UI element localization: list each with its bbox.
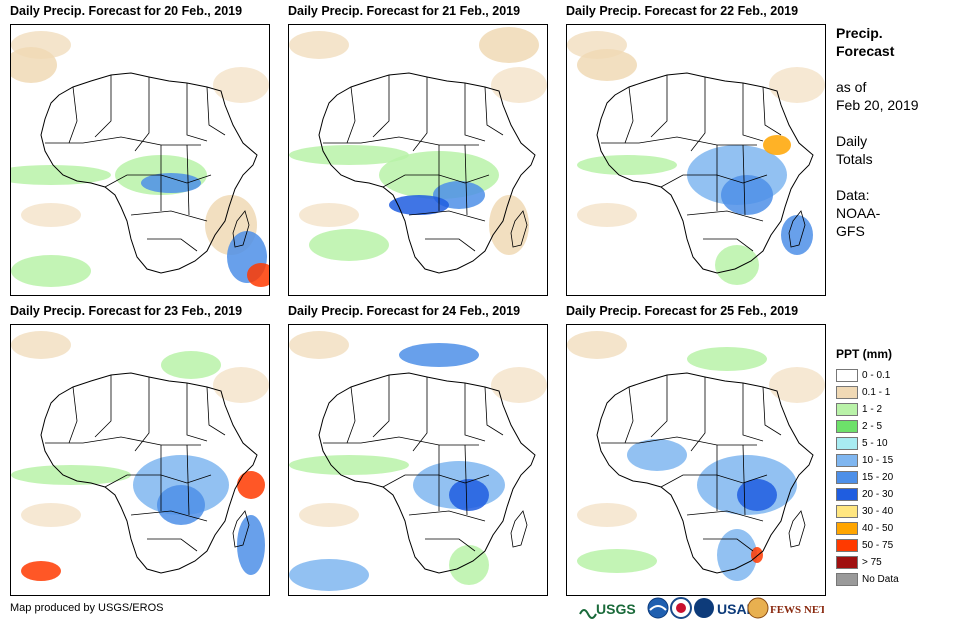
ppt-legend: PPT (mm) 0 - 0.1 0.1 - 1 1 - 2 2 - 5 5 - 10 1… [836, 347, 961, 588]
agency-logos: USGS USAID FEWS NET [579, 597, 824, 619]
legend-swatch [836, 420, 858, 433]
panel-title: Daily Precip. Forecast for 23 Feb., 2019 [10, 304, 243, 318]
panel-title: Daily Precip. Forecast for 25 Feb., 2019 [566, 304, 799, 318]
fewsnet-logo-text: FEWS NET [770, 604, 824, 616]
panel-title: Daily Precip. Forecast for 22 Feb., 2019 [566, 4, 799, 18]
map-credit: Map produced by USGS/EROS [10, 602, 164, 614]
legend-swatch [836, 369, 858, 382]
data-line3: GFS [836, 223, 865, 239]
legend-label: > 75 [862, 557, 882, 568]
legend-item: 2 - 5 [836, 418, 961, 435]
forecast-panel-feb-22: Daily Precip. Forecast for 22 Feb., 2019 [566, 4, 836, 296]
daily-line1: Daily [836, 133, 868, 149]
forecast-panel-feb-24: Daily Precip. Forecast for 24 Feb., 2019 [288, 304, 558, 596]
doc-seal-logo [670, 597, 692, 619]
legend-label: 1 - 2 [862, 404, 883, 415]
legend-item: 10 - 15 [836, 452, 961, 469]
noaa-logo [647, 597, 669, 619]
forecast-panel-feb-23: Daily Precip. Forecast for 23 Feb., 2019 [10, 304, 280, 596]
legend-swatch [836, 403, 858, 416]
legend-swatch [836, 488, 858, 501]
daily-line2: Totals [836, 151, 873, 167]
panel-title: Daily Precip. Forecast for 20 Feb., 2019 [10, 4, 243, 18]
legend-label: 15 - 20 [862, 472, 894, 483]
legend-item: 40 - 50 [836, 520, 961, 537]
side-info: Precip. Forecast as of Feb 20, 2019 Dail… [836, 24, 961, 240]
precip-map [288, 24, 548, 296]
legend-item: 20 - 30 [836, 486, 961, 503]
forecast-panel-feb-20: Daily Precip. Forecast for 20 Feb., 2019 [10, 4, 280, 296]
legend-label: 0.1 - 1 [862, 387, 891, 398]
precip-map [566, 324, 826, 596]
legend-label: 20 - 30 [862, 489, 894, 500]
legend-swatch [836, 471, 858, 484]
forecast-panel-feb-25: Daily Precip. Forecast for 25 Feb., 2019 [566, 304, 836, 596]
legend-label: 5 - 10 [862, 438, 888, 449]
legend-item: 5 - 10 [836, 435, 961, 452]
legend-swatch [836, 522, 858, 535]
precip-map [288, 324, 548, 596]
legend-item: No Data [836, 571, 961, 588]
legend-swatch [836, 556, 858, 569]
asof-label: as of [836, 79, 867, 95]
usgs-logo-text: USGS [596, 601, 636, 617]
legend-swatch [836, 437, 858, 450]
precip-map [10, 324, 270, 596]
legend-item: 0.1 - 1 [836, 384, 961, 401]
legend-title: PPT (mm) [836, 347, 893, 361]
usgs-logo: USGS [579, 601, 636, 619]
legend-item: 15 - 20 [836, 469, 961, 486]
panel-title: Daily Precip. Forecast for 21 Feb., 2019 [288, 4, 521, 18]
legend-item: > 75 [836, 554, 961, 571]
panel-title: Daily Precip. Forecast for 24 Feb., 2019 [288, 304, 521, 318]
legend-swatch [836, 573, 858, 586]
legend-swatch [836, 539, 858, 552]
legend-label: 0 - 0.1 [862, 370, 891, 381]
legend-label: 40 - 50 [862, 523, 894, 534]
legend-label: 50 - 75 [862, 540, 894, 551]
legend-label: 10 - 15 [862, 455, 894, 466]
fewsnet-logo: FEWS NET [747, 597, 824, 619]
legend-label: 2 - 5 [862, 421, 883, 432]
side-title-line1: Precip. [836, 25, 883, 41]
legend-label: 30 - 40 [862, 506, 894, 517]
legend-swatch [836, 454, 858, 467]
forecast-panel-feb-21: Daily Precip. Forecast for 21 Feb., 2019 [288, 4, 558, 296]
asof-date: Feb 20, 2019 [836, 97, 919, 113]
legend-swatch [836, 386, 858, 399]
legend-item: 1 - 2 [836, 401, 961, 418]
legend-swatch [836, 505, 858, 518]
side-title-line2: Forecast [836, 43, 895, 59]
legend-item: 0 - 0.1 [836, 367, 961, 384]
precip-map [566, 24, 826, 296]
data-line2: NOAA- [836, 205, 881, 221]
legend-item: 30 - 40 [836, 503, 961, 520]
data-line1: Data: [836, 187, 870, 203]
legend-label: No Data [862, 574, 899, 585]
precip-map [10, 24, 270, 296]
legend-item: 50 - 75 [836, 537, 961, 554]
